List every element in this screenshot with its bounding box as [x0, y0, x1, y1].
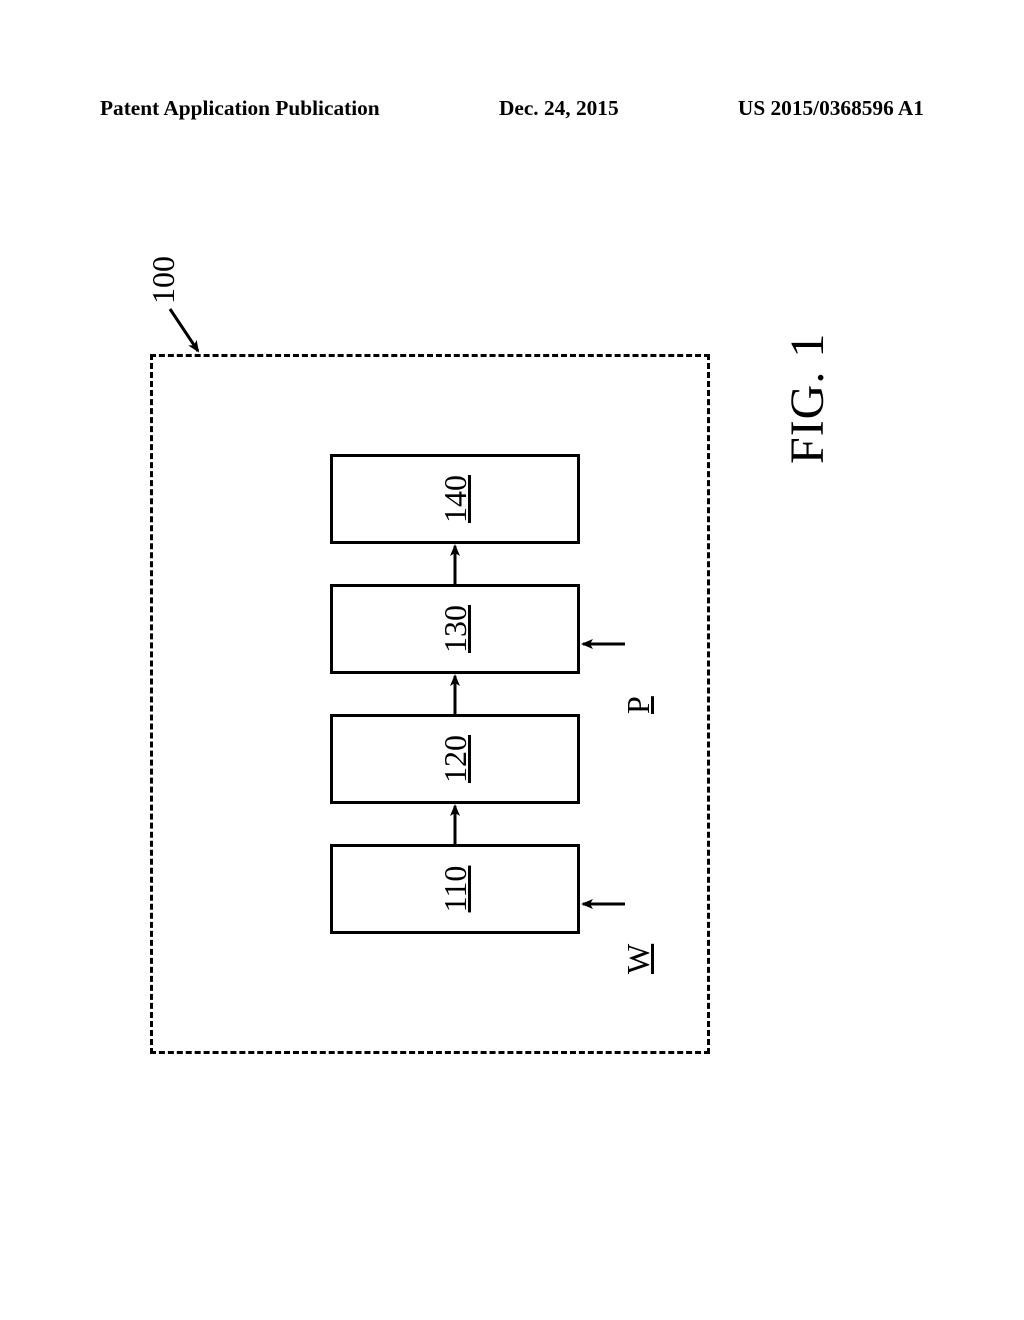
diagram-rotated: 110 120 130 140 W P 100 FIG. 1	[80, 240, 944, 1104]
arrows-layer	[80, 240, 944, 1104]
header-left: Patent Application Publication	[100, 96, 380, 121]
header-center: Dec. 24, 2015	[499, 96, 619, 121]
page-header: Patent Application Publication Dec. 24, …	[100, 96, 924, 121]
diagram-container: 110 120 130 140 W P 100 FIG. 1	[80, 240, 944, 1104]
page: Patent Application Publication Dec. 24, …	[0, 0, 1024, 1320]
header-right: US 2015/0368596 A1	[738, 96, 924, 121]
